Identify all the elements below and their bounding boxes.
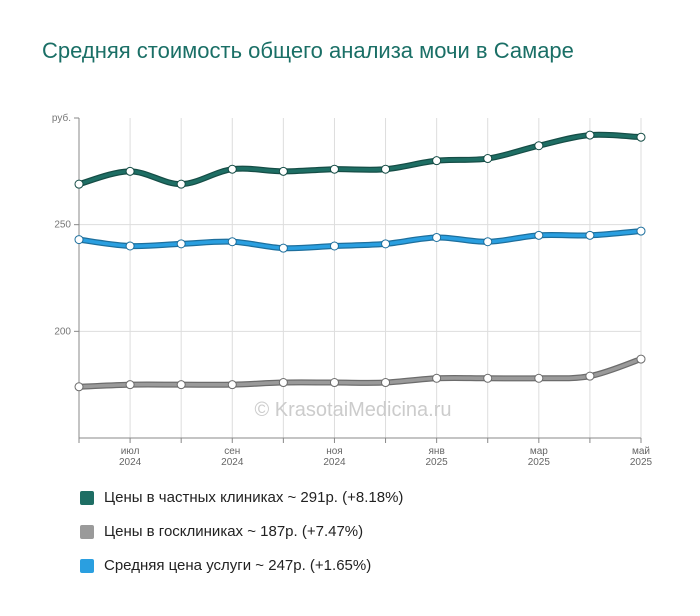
y-tick-label: 250 xyxy=(54,220,71,231)
point xyxy=(585,230,595,240)
legend-swatch xyxy=(80,558,94,573)
point xyxy=(74,382,84,392)
y-tick-label: 200 xyxy=(54,326,71,337)
x-tick-label: мар 2025 xyxy=(527,446,550,468)
point xyxy=(125,166,135,176)
x-tick-label: сен 2024 xyxy=(221,446,244,468)
legend-item[interactable]: Цены в частных клиниках ~ 291р. (+8.18%) xyxy=(80,489,403,506)
point xyxy=(329,241,339,251)
line xyxy=(77,132,643,186)
x-tick-label: ноя 2024 xyxy=(323,446,346,468)
point xyxy=(278,166,288,176)
legend-item[interactable]: Цены в госклиниках ~ 187р. (+7.47%) xyxy=(80,523,363,540)
point xyxy=(227,380,237,390)
point xyxy=(329,164,339,174)
point xyxy=(176,239,186,249)
point xyxy=(381,239,391,249)
point xyxy=(483,154,493,164)
x-tick-label: май 2025 xyxy=(629,446,653,468)
point xyxy=(534,230,544,240)
legend-item[interactable]: Средняя цена услуги ~ 247р. (+1.65%) xyxy=(80,557,371,574)
watermark: © KrasotaiMedicina.ru xyxy=(254,399,451,421)
point xyxy=(432,156,442,166)
point xyxy=(381,378,391,388)
legend-label: Средняя цена услуги ~ 247р. (+1.65%) xyxy=(104,557,372,574)
point xyxy=(432,232,442,242)
point xyxy=(278,378,288,388)
x-tick-label: янв 2025 xyxy=(425,446,448,468)
point xyxy=(585,371,595,381)
point xyxy=(636,226,646,236)
chart-title: Средняя стоимость общего анализа мочи в … xyxy=(42,38,574,63)
legend-swatch xyxy=(80,490,94,505)
x-tick-label: июл 2024 xyxy=(118,446,142,468)
point xyxy=(483,237,493,247)
point xyxy=(227,164,237,174)
y-tick-label: руб. xyxy=(52,112,71,124)
point xyxy=(176,179,186,189)
point xyxy=(74,235,84,245)
legend-label: Цены в госклиниках ~ 187р. (+7.47%) xyxy=(104,523,364,540)
point xyxy=(432,373,442,383)
legend-label: Цены в частных клиниках ~ 291р. (+8.18%) xyxy=(104,489,404,506)
point xyxy=(125,380,135,390)
point xyxy=(227,237,237,247)
point xyxy=(125,241,135,251)
point xyxy=(636,132,646,142)
point xyxy=(381,164,391,174)
point xyxy=(329,378,339,388)
point xyxy=(483,373,493,383)
point xyxy=(176,380,186,390)
point xyxy=(636,354,646,364)
line xyxy=(77,229,643,251)
legend-swatch xyxy=(80,524,94,539)
point xyxy=(585,130,595,140)
point xyxy=(534,141,544,151)
point xyxy=(74,179,84,189)
point xyxy=(278,243,288,253)
point xyxy=(534,373,544,383)
